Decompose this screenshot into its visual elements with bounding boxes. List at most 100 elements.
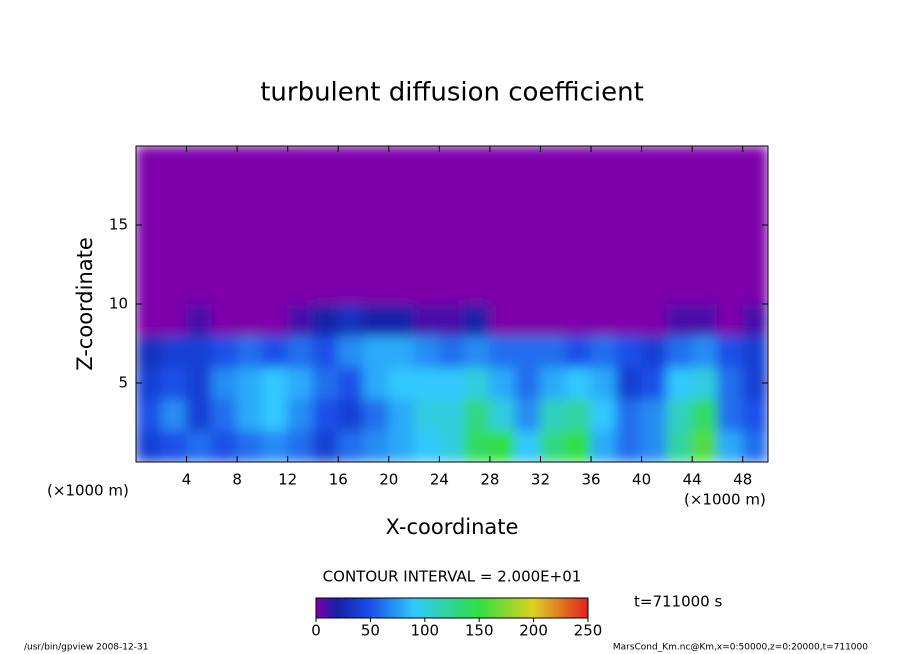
cell [464, 240, 491, 273]
cell [590, 208, 617, 242]
cell [261, 303, 289, 337]
cell [641, 146, 668, 179]
cell [236, 303, 263, 337]
cell [514, 146, 541, 179]
field [136, 146, 768, 462]
colorbar-tick-label: 250 [574, 622, 603, 640]
cell [691, 366, 718, 400]
cell [539, 240, 567, 273]
cell [312, 366, 339, 400]
cell [136, 303, 162, 337]
cell [489, 146, 516, 179]
cell [312, 208, 339, 242]
cell [742, 177, 768, 210]
cell [413, 398, 440, 431]
cell [211, 429, 238, 462]
cell [742, 335, 768, 368]
cell [160, 240, 188, 273]
cell [742, 146, 768, 179]
cell [160, 366, 188, 400]
cell [261, 177, 289, 210]
cell [716, 303, 744, 337]
cell [514, 240, 541, 273]
cell [615, 240, 643, 273]
cell [691, 303, 718, 337]
cell [489, 335, 516, 368]
cell [413, 208, 440, 242]
cell [413, 271, 440, 305]
cell [590, 177, 617, 210]
cell [464, 271, 491, 305]
cell [363, 271, 390, 305]
cell [160, 177, 188, 210]
cell [514, 271, 541, 305]
cell [363, 398, 390, 431]
cell [287, 146, 314, 179]
cell [186, 303, 213, 337]
cell [539, 398, 567, 431]
cell [287, 429, 314, 462]
cell [312, 335, 339, 368]
cell [464, 335, 491, 368]
cell [464, 398, 491, 431]
cell [742, 303, 768, 337]
cell [388, 303, 415, 337]
cell [186, 146, 213, 179]
cell [363, 303, 390, 337]
cell [261, 429, 289, 462]
cell [236, 366, 263, 400]
cell [742, 271, 768, 305]
cell [641, 208, 668, 242]
cell [464, 146, 491, 179]
cell [464, 366, 491, 400]
cell [615, 177, 643, 210]
x-tick-label: 48 [733, 471, 752, 489]
cell [388, 335, 415, 368]
cell [514, 177, 541, 210]
cell [539, 429, 567, 462]
y-tick-label: 15 [109, 216, 128, 234]
cell [388, 208, 415, 242]
cell [236, 208, 263, 242]
cell [413, 177, 440, 210]
cell [641, 366, 668, 400]
cell [413, 366, 440, 400]
x-tick-label: 40 [632, 471, 651, 489]
cell [691, 429, 718, 462]
cell [261, 146, 289, 179]
cell [136, 177, 162, 210]
cell [539, 177, 567, 210]
cell [691, 398, 718, 431]
cell [413, 429, 440, 462]
x-tick-label: 8 [232, 471, 242, 489]
cell [666, 208, 693, 242]
cell [691, 335, 718, 368]
cell [716, 271, 744, 305]
cell [565, 335, 592, 368]
cell [388, 429, 415, 462]
cell [641, 177, 668, 210]
cell [287, 398, 314, 431]
cell [514, 303, 541, 337]
colorbar-tick-label: 200 [519, 622, 548, 640]
cell [489, 177, 516, 210]
cell [464, 429, 491, 462]
cell [666, 177, 693, 210]
cell [136, 335, 162, 368]
cell [160, 208, 188, 242]
cell [287, 240, 314, 273]
cell [287, 271, 314, 305]
cell [363, 208, 390, 242]
cell [312, 177, 339, 210]
cell [312, 303, 339, 337]
footer-right: MarsCond_Km.nc@Km,x=0:50000,z=0:20000,t=… [613, 643, 868, 653]
cell [363, 240, 390, 273]
x-unit: (×1000 m) [684, 491, 766, 509]
cell [641, 240, 668, 273]
cell [539, 303, 567, 337]
cell [666, 335, 693, 368]
cell [211, 146, 238, 179]
cell [615, 146, 643, 179]
cell [716, 208, 744, 242]
cell [615, 366, 643, 400]
